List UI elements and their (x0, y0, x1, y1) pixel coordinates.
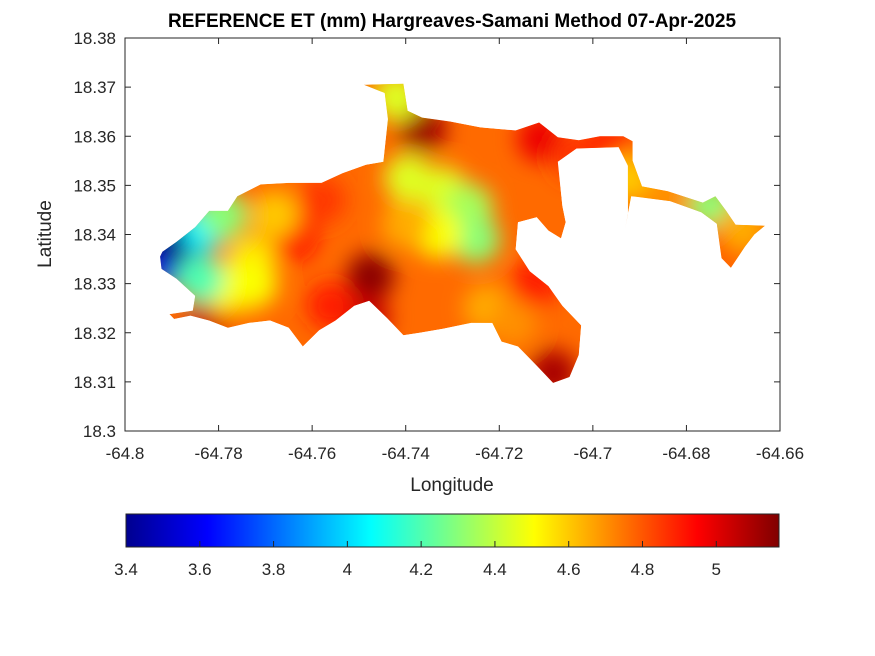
x-tick-label: -64.66 (756, 444, 804, 463)
x-tick-label: -64.76 (288, 444, 336, 463)
x-axis-label: Longitude (410, 475, 493, 496)
y-tick-label: 18.31 (73, 373, 116, 392)
heat-blob (346, 252, 395, 301)
y-tick-label: 18.38 (73, 29, 116, 48)
x-tick-label: -64.7 (573, 444, 612, 463)
colorbar-tick-label: 4.4 (483, 560, 507, 579)
heat-blob (229, 259, 278, 308)
colorbar-tick-label: 4.8 (631, 560, 655, 579)
y-tick-label: 18.34 (73, 226, 116, 245)
y-tick-label: 18.36 (73, 127, 116, 146)
y-tick-label: 18.35 (73, 176, 116, 195)
heat-blob (250, 190, 299, 239)
y-tick-label: 18.32 (73, 324, 116, 343)
colorbar-tick-label: 5 (712, 560, 721, 579)
x-tick-label: -64.72 (475, 444, 523, 463)
y-tick-label: 18.33 (73, 275, 116, 294)
x-tick-label: -64.78 (194, 444, 242, 463)
y-axis-ticks: 18.3 18.31 18.32 18.33 18.34 18.35 18.36 18.37 1… (73, 29, 780, 441)
colorbar (126, 514, 779, 547)
colorbar-tick-label: 3.4 (114, 560, 138, 579)
heat-blob (297, 176, 346, 225)
colorbar-tick-label: 4.2 (409, 560, 433, 579)
heat-blob (381, 200, 430, 249)
heat-blob (451, 215, 500, 264)
colorbar-tick-label: 4.6 (557, 560, 581, 579)
colorbar-tick-label: 3.6 (188, 560, 212, 579)
x-tick-label: -64.8 (106, 444, 145, 463)
x-axis-ticks: -64.8 -64.78 -64.76 -64.74 -64.72 -64.7 -64.68… (106, 38, 804, 463)
chart-title: REFERENCE ET (mm) Hargreaves-Samani Meth… (168, 11, 736, 32)
colorbar-ticks: 3.4 3.6 3.8 4 4.2 4.4 4.6 4.8 5 (114, 541, 721, 579)
colorbar-frame (125, 513, 780, 548)
x-tick-label: -64.74 (382, 444, 430, 463)
y-axis-label: Latitude (35, 200, 56, 268)
heat-blob (489, 298, 538, 347)
y-tick-label: 18.37 (73, 78, 116, 97)
y-tick-label: 18.3 (83, 422, 116, 441)
colorbar-tick-label: 3.8 (262, 560, 286, 579)
x-tick-label: -64.68 (662, 444, 710, 463)
colorbar-tick-label: 4 (343, 560, 352, 579)
heat-blob (529, 349, 578, 383)
